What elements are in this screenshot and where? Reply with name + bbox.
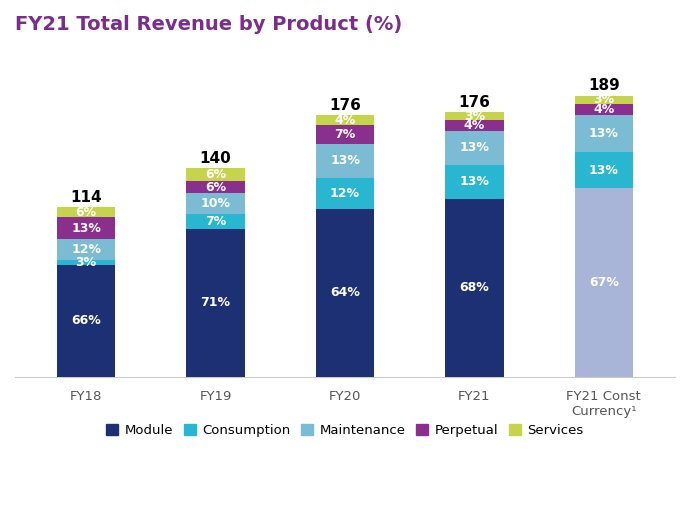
Text: 140: 140	[199, 151, 231, 166]
Bar	[186, 193, 245, 214]
Bar	[316, 144, 374, 177]
Text: 4%: 4%	[335, 113, 355, 127]
Text: 7%: 7%	[205, 215, 226, 228]
Text: 68%: 68%	[460, 281, 489, 294]
Text: 3%: 3%	[76, 255, 97, 269]
Legend: Module, Consumption, Maintenance, Perpetual, Services: Module, Consumption, Maintenance, Perpet…	[101, 419, 589, 442]
Text: 7%: 7%	[335, 128, 355, 141]
Text: 6%: 6%	[205, 181, 226, 194]
Text: 71%: 71%	[201, 296, 230, 309]
Text: 13%: 13%	[460, 175, 489, 188]
Bar	[316, 115, 374, 125]
Bar	[575, 188, 633, 377]
Bar	[445, 131, 504, 165]
Text: 64%: 64%	[330, 286, 360, 300]
Text: 189: 189	[588, 78, 620, 93]
Bar	[186, 229, 245, 377]
Bar	[57, 265, 115, 377]
Bar	[445, 112, 504, 120]
Text: 13%: 13%	[589, 127, 619, 140]
Text: 13%: 13%	[71, 222, 101, 235]
Text: 176: 176	[458, 95, 491, 110]
Bar	[186, 214, 245, 229]
Text: 13%: 13%	[589, 164, 619, 176]
Bar	[186, 168, 245, 181]
Bar	[57, 218, 115, 240]
Text: 3%: 3%	[593, 93, 614, 106]
Bar	[445, 199, 504, 377]
Text: 3%: 3%	[464, 110, 485, 123]
Bar	[575, 95, 633, 104]
Bar	[316, 177, 374, 209]
Bar	[445, 165, 504, 199]
Text: 6%: 6%	[205, 168, 226, 181]
Text: 12%: 12%	[71, 243, 101, 256]
Text: 67%: 67%	[589, 276, 619, 289]
Text: 176: 176	[329, 97, 361, 113]
Bar	[575, 104, 633, 115]
Bar	[316, 209, 374, 377]
Text: 66%: 66%	[71, 314, 101, 327]
Bar	[575, 152, 633, 188]
Bar	[57, 207, 115, 218]
Text: 6%: 6%	[76, 206, 97, 219]
Bar	[57, 260, 115, 265]
Text: 4%: 4%	[593, 103, 615, 116]
Text: FY21 Total Revenue by Product (%): FY21 Total Revenue by Product (%)	[15, 15, 402, 34]
Bar	[316, 125, 374, 144]
Text: 114: 114	[70, 190, 102, 205]
Bar	[186, 181, 245, 193]
Bar	[57, 240, 115, 260]
Text: 13%: 13%	[330, 154, 360, 167]
Text: 12%: 12%	[330, 187, 360, 200]
Text: 10%: 10%	[201, 198, 230, 210]
Bar	[575, 115, 633, 152]
Text: 4%: 4%	[464, 119, 485, 132]
Bar	[445, 120, 504, 131]
Text: 13%: 13%	[460, 141, 489, 154]
